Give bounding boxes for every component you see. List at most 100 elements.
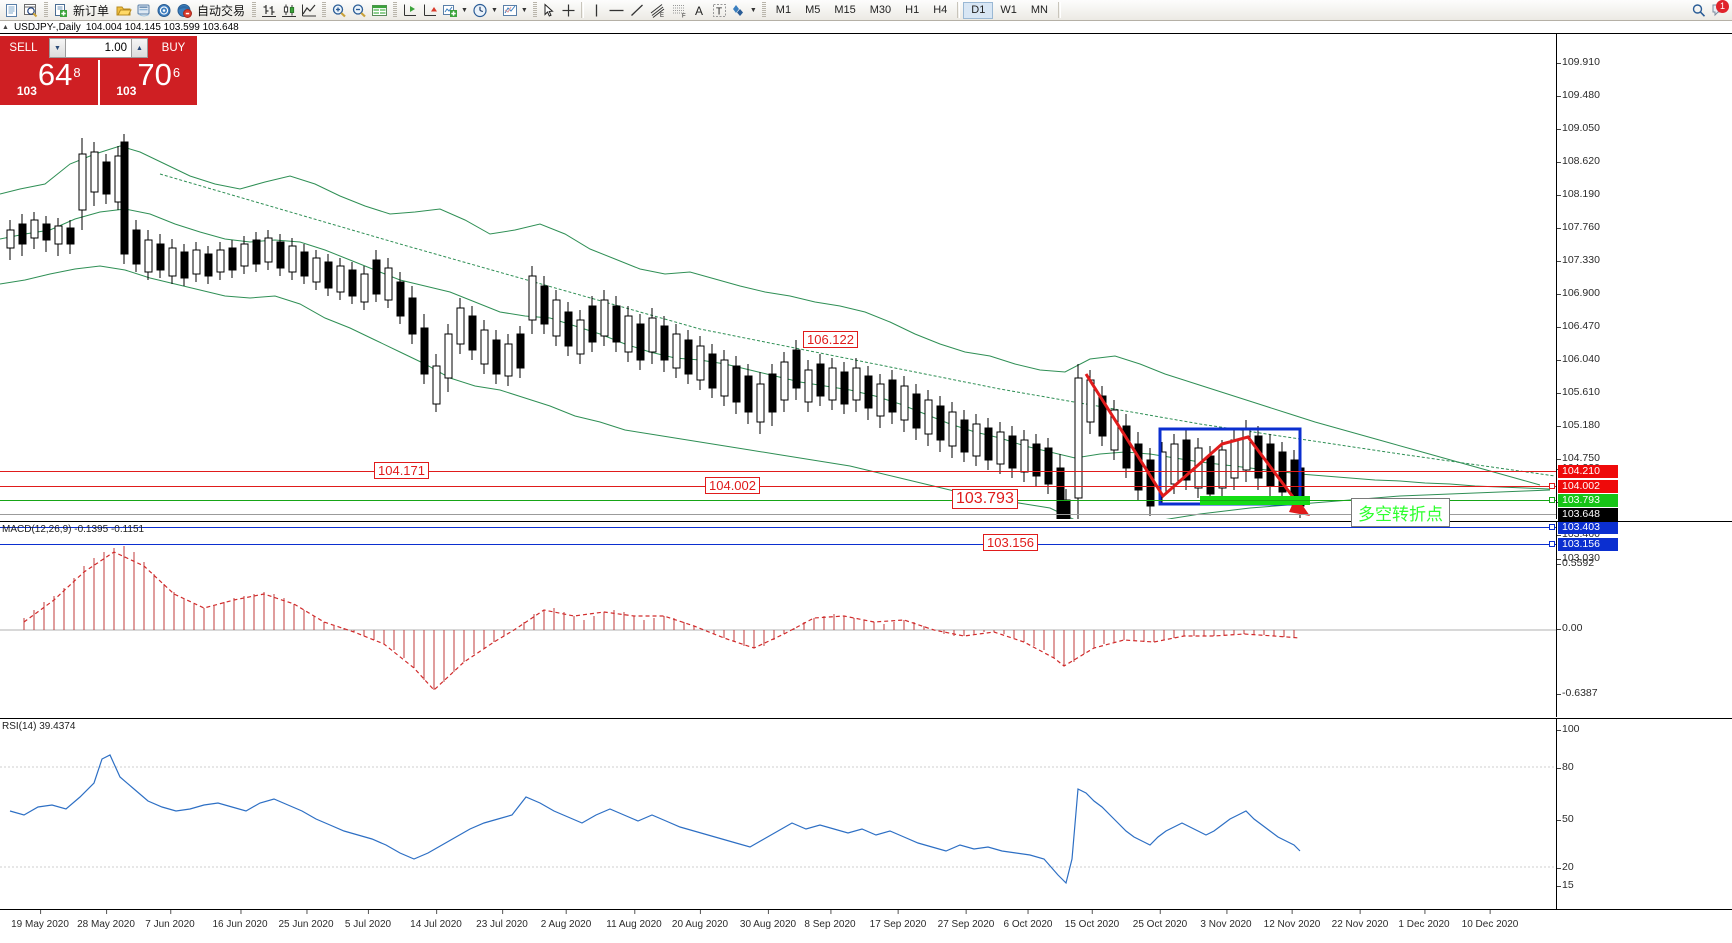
svg-text:F: F — [682, 13, 686, 18]
signal-icon — [156, 3, 172, 18]
price-axis[interactable]: 109.910 109.480 109.050 108.620 108.190 … — [1556, 34, 1732, 564]
badge-level-103-156[interactable]: 103.156 — [1558, 538, 1618, 551]
chart-shift-icon[interactable] — [420, 1, 440, 20]
cursor-arrow-icon — [542, 2, 556, 18]
zoom-in-icon[interactable] — [329, 1, 349, 20]
chevron-down-icon-4[interactable]: ▼ — [749, 6, 757, 14]
timeframe-d1[interactable]: D1 — [963, 1, 994, 19]
cursor-icon[interactable] — [540, 1, 559, 20]
equidistant-channel-icon[interactable]: E — [647, 1, 669, 20]
volume-decrement-button[interactable]: ▼ — [49, 38, 66, 58]
chart-window-icon[interactable] — [21, 1, 41, 20]
annotation-104-002[interactable]: 104.002 — [705, 477, 760, 494]
linechart-icon — [301, 3, 317, 18]
annotation-103-156[interactable]: 103.156 — [983, 534, 1038, 551]
crosshair-icon[interactable] — [559, 1, 578, 20]
volume-input[interactable]: 1.00 — [66, 38, 131, 58]
toolbar-grip-4[interactable] — [393, 2, 398, 18]
hline-104-002[interactable] — [0, 486, 1556, 487]
toolbar-grip-2[interactable] — [252, 2, 257, 18]
one-click-trading-panel[interactable]: SELL ▼ 1.00 ▲ BUY 103 64 8 103 70 6 — [0, 36, 197, 105]
hline-103-156[interactable] — [0, 544, 1556, 545]
timeframe-mn[interactable]: MN — [1030, 4, 1048, 16]
signals-icon[interactable] — [154, 1, 174, 20]
chevron-down-icon-3[interactable]: ▼ — [520, 6, 528, 14]
rsi-pane[interactable]: RSI(14) 39.4374 — [0, 718, 1556, 909]
new-order-label: 新订单 — [73, 3, 110, 18]
new-chart-icon[interactable] — [2, 1, 21, 20]
level-handle-103-793[interactable] — [1549, 497, 1555, 503]
new-order-button[interactable]: 新订单 — [51, 1, 113, 20]
period-icon[interactable]: ▼ — [470, 1, 500, 20]
hline-103-793[interactable] — [0, 500, 1556, 501]
annotation-106-122[interactable]: 106.122 — [803, 331, 858, 348]
autotrade-icon — [176, 3, 193, 18]
annotation-turning-point[interactable]: 多空转折点 — [1351, 498, 1450, 527]
sell-button[interactable]: SELL — [0, 36, 47, 60]
toolbar-grip-5[interactable] — [532, 2, 537, 18]
price-chart-pane[interactable]: 106.122 104.171 104.002 103.793 103.156 … — [0, 34, 1556, 551]
toolbar-grip-6[interactable] — [761, 2, 766, 18]
price-tick-10: 105.610 — [1557, 386, 1600, 398]
text-icon[interactable]: A — [691, 1, 710, 20]
level-handle-103-403[interactable] — [1549, 524, 1555, 530]
timeframe-m5[interactable]: M5 — [805, 4, 821, 16]
badge-resistance-104-210[interactable]: 104.210 — [1558, 465, 1618, 478]
horizontal-line-icon[interactable] — [606, 1, 627, 20]
date-axis[interactable]: 19 May 2020 28 May 2020 7 Jun 2020 16 Ju… — [0, 909, 1732, 943]
toolbar-grip-3[interactable] — [322, 2, 327, 18]
shapes-icon[interactable]: ▼ — [729, 1, 759, 20]
hline-103-403[interactable] — [0, 527, 1556, 528]
expert-advisors-icon[interactable] — [113, 1, 134, 20]
data-window-icon[interactable] — [369, 1, 390, 20]
timeframe-m30[interactable]: M30 — [869, 4, 892, 16]
buy-button[interactable]: BUY — [150, 36, 197, 60]
sell-price-display[interactable]: 103 64 8 — [0, 59, 100, 105]
text-label-icon[interactable]: T — [710, 1, 729, 20]
candlestick-chart-icon[interactable] — [279, 1, 299, 20]
price-tick-12: 104.750 — [1557, 452, 1600, 464]
search-icon[interactable] — [1689, 1, 1709, 20]
level-handle-103-156[interactable] — [1549, 541, 1555, 547]
timeframe-h4[interactable]: H4 — [933, 4, 948, 16]
vertical-line-icon[interactable] — [587, 1, 606, 20]
trendline-icon[interactable] — [627, 1, 647, 20]
terminal-icon[interactable] — [134, 1, 154, 20]
macd-histogram — [23, 546, 1295, 690]
annotation-103-793[interactable]: 103.793 — [952, 489, 1018, 509]
timeframe-h1[interactable]: H1 — [905, 4, 920, 16]
date-tick-9: 11 Aug 2020 — [606, 910, 662, 930]
macd-pane[interactable]: MACD(12,26,9) -0.1395 -0.1151 — [0, 521, 1556, 717]
buy-price-display[interactable]: 103 70 6 — [99, 59, 197, 105]
annotation-104-171[interactable]: 104.171 — [374, 462, 429, 479]
toolbar-grip[interactable] — [44, 2, 48, 18]
date-tick-14: 27 Sep 2020 — [937, 910, 995, 930]
templates-icon[interactable]: ▼ — [500, 1, 530, 20]
badge-level-103-793[interactable]: 103.793 — [1558, 494, 1618, 507]
date-tick-5: 5 Jul 2020 — [344, 910, 392, 930]
collapse-triangle-icon[interactable]: ▲ — [2, 23, 9, 31]
timeframe-m15[interactable]: M15 — [834, 4, 856, 16]
auto-scroll-icon[interactable] — [400, 1, 420, 20]
line-chart-icon[interactable] — [299, 1, 319, 20]
zoom-out-icon[interactable] — [349, 1, 369, 20]
date-tick-20: 22 Nov 2020 — [1331, 910, 1389, 930]
svg-text:E: E — [660, 13, 664, 18]
badge-level-103-403[interactable]: 103.403 — [1558, 521, 1618, 534]
indicators-icon[interactable]: ▼ — [440, 1, 470, 20]
level-handle-104-002[interactable] — [1549, 483, 1555, 489]
toolbar-separator-3 — [1057, 2, 1061, 18]
auto-trading-label: 自动交易 — [197, 3, 246, 18]
chevron-down-icon[interactable]: ▼ — [461, 6, 468, 14]
volume-increment-button[interactable]: ▲ — [131, 38, 148, 58]
badge-level-104-002[interactable]: 104.002 — [1558, 480, 1618, 493]
fibonacci-icon[interactable]: F — [669, 1, 691, 20]
bar-chart-icon[interactable] — [259, 1, 279, 20]
auto-trading-button[interactable]: 自动交易 — [174, 1, 249, 20]
timeframe-w1[interactable]: W1 — [1000, 4, 1017, 16]
chevron-down-icon-2[interactable]: ▼ — [490, 6, 498, 14]
fibo-f-icon: F — [671, 3, 689, 19]
timeframe-m1[interactable]: M1 — [775, 4, 792, 16]
hline-104-171[interactable] — [0, 471, 1556, 472]
notifications-button[interactable]: 1 — [1709, 0, 1730, 20]
